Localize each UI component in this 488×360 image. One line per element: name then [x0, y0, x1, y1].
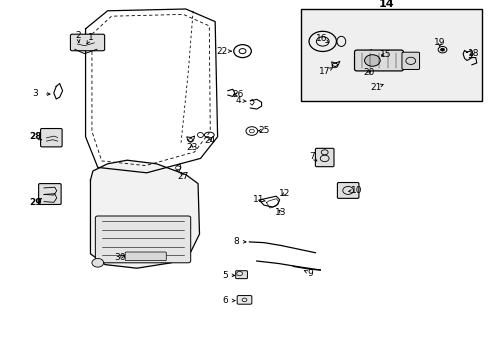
Text: 29: 29 — [29, 198, 41, 207]
FancyBboxPatch shape — [125, 252, 166, 261]
FancyBboxPatch shape — [237, 296, 251, 304]
Text: 28: 28 — [29, 132, 41, 141]
FancyBboxPatch shape — [315, 148, 333, 167]
FancyBboxPatch shape — [39, 184, 61, 204]
Text: 4: 4 — [235, 96, 241, 105]
Circle shape — [364, 55, 380, 66]
FancyBboxPatch shape — [95, 216, 190, 263]
Circle shape — [440, 48, 444, 51]
FancyBboxPatch shape — [235, 271, 247, 279]
Polygon shape — [90, 160, 199, 268]
Circle shape — [92, 258, 103, 267]
Text: 26: 26 — [231, 90, 243, 99]
Text: 12: 12 — [278, 189, 290, 198]
FancyBboxPatch shape — [41, 129, 62, 147]
Text: 16: 16 — [315, 34, 327, 43]
Text: 19: 19 — [433, 38, 445, 47]
Text: 24: 24 — [204, 136, 216, 145]
Text: 17: 17 — [319, 68, 330, 77]
Text: 15: 15 — [379, 50, 390, 59]
FancyBboxPatch shape — [337, 183, 358, 198]
FancyBboxPatch shape — [354, 50, 403, 71]
Text: 3: 3 — [32, 89, 38, 98]
Text: 7: 7 — [308, 152, 314, 161]
Text: 21: 21 — [369, 83, 381, 91]
Text: 22: 22 — [216, 46, 227, 55]
Text: 23: 23 — [185, 143, 197, 152]
Text: 25: 25 — [258, 126, 269, 135]
Text: 14: 14 — [378, 0, 393, 9]
FancyBboxPatch shape — [401, 52, 419, 69]
Bar — [300, 9, 481, 101]
Text: 13: 13 — [275, 208, 286, 217]
Text: 30: 30 — [114, 253, 125, 262]
Text: 10: 10 — [350, 186, 362, 195]
Text: 5: 5 — [222, 271, 227, 280]
Text: 27: 27 — [177, 172, 189, 181]
FancyBboxPatch shape — [70, 34, 104, 51]
Text: 2: 2 — [75, 31, 81, 40]
Text: 20: 20 — [363, 68, 374, 77]
Text: 11: 11 — [253, 195, 264, 204]
Text: 6: 6 — [222, 296, 227, 305]
Text: 18: 18 — [467, 49, 478, 58]
Text: 1: 1 — [87, 33, 93, 42]
Text: 9: 9 — [307, 269, 313, 278]
Text: 8: 8 — [233, 237, 239, 246]
